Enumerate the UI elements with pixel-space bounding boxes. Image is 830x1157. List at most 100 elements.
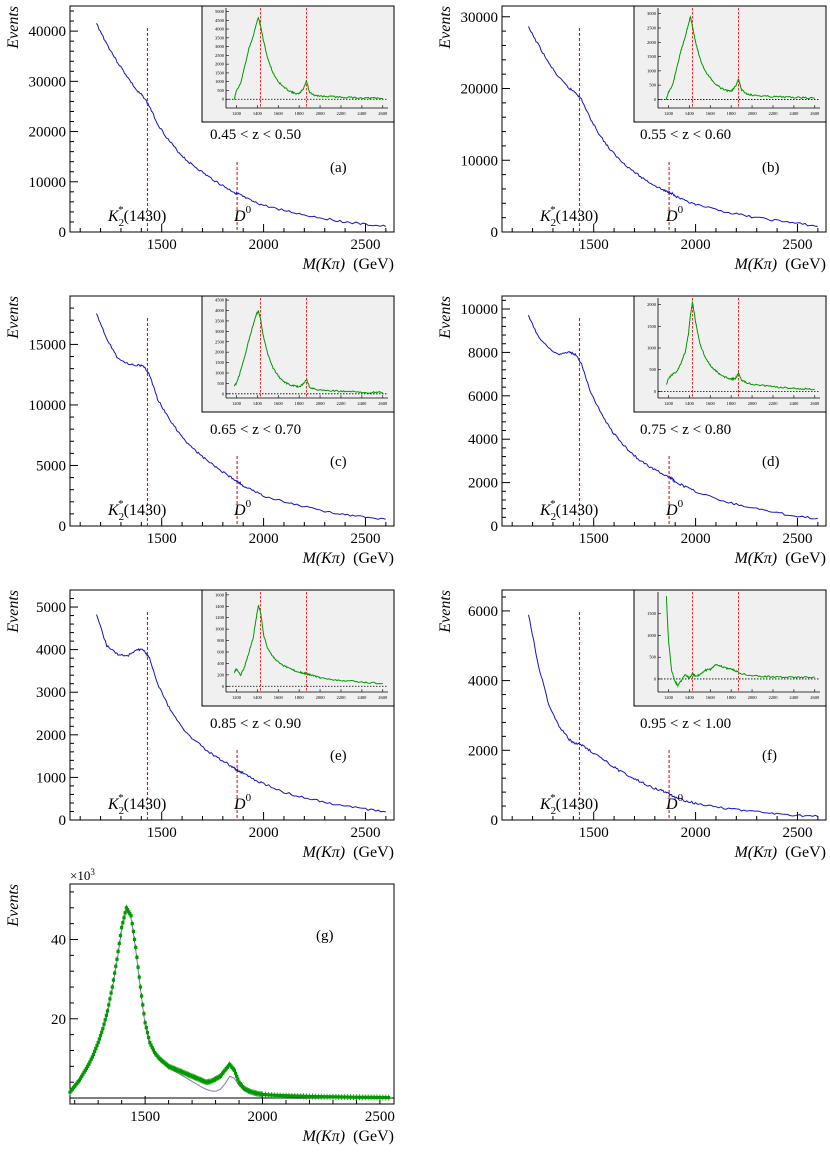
x-axis-unit: (GeV) — [353, 1128, 394, 1145]
series-line — [96, 614, 386, 813]
inset-y-tick-label: 1500 — [647, 324, 657, 329]
inset-x-tick-label: 2200 — [768, 695, 778, 700]
d0-main: D — [233, 208, 246, 225]
inset-x-tick-label: 2600 — [378, 401, 388, 406]
y-tick-label: 30000 — [29, 74, 67, 90]
inset-x-tick-label: 1200 — [664, 111, 674, 116]
z-range-label: 0.85 < z < 0.90 — [210, 716, 301, 732]
k2-tail: (1430) — [124, 502, 167, 519]
y-axis-title: Events — [5, 6, 22, 50]
y-axis-title: Events — [437, 296, 454, 340]
y-tick-label: 0 — [491, 519, 499, 535]
d0-main: D — [233, 796, 246, 813]
inset-x-tick-label: 2000 — [748, 695, 758, 700]
x-axis-unit: (GeV) — [353, 844, 394, 861]
d0-main: D — [665, 208, 678, 225]
inset-y-tick-label: 0 — [222, 97, 225, 102]
inset-y-tick-label: 5000 — [215, 9, 225, 14]
inset-y-tick-label: 4000 — [215, 27, 225, 32]
k2-sub: 2 — [551, 217, 557, 229]
inset-x-tick-label: 1600 — [274, 401, 284, 406]
inset-x-tick-label: 1200 — [232, 111, 242, 116]
inset-x-tick-label: 2600 — [810, 695, 820, 700]
inset-y-tick-label: 0 — [654, 97, 657, 102]
d0-annotation: D0 — [233, 792, 252, 813]
inset-plot: 1200 1400 1600 1800 2000 2200 2400 2600 0 500 1000… — [633, 5, 827, 123]
x-axis-title-var: M(Kπ) — [301, 550, 345, 567]
x-axis-title-var: M(Kπ) — [301, 844, 345, 861]
inset-frame — [633, 295, 827, 413]
x-axis-title-var: M(Kπ) — [733, 256, 777, 273]
y-tick-label: 30000 — [461, 10, 499, 26]
k2-sup: * — [550, 498, 556, 510]
inset-y-tick-label: 500 — [649, 367, 657, 372]
y-multiplier-exp: 3 — [90, 867, 95, 877]
inset-y-tick-label: 0 — [654, 389, 657, 394]
inset-x-tick-label: 1800 — [295, 111, 305, 116]
inset-x-tick-label: 1800 — [727, 695, 737, 700]
inset-frame — [201, 589, 395, 707]
inset-plot: 1200 1400 1600 1800 2000 2200 2400 2600 0 500 1000… — [201, 295, 395, 413]
inset-y-tick-label: 1000 — [215, 627, 225, 632]
inset-y-tick-label: 1000 — [647, 633, 657, 638]
y-tick-label: 10000 — [461, 302, 499, 318]
inset-y-tick-label: 1500 — [215, 360, 225, 365]
x-axis-title: M(Kπ) (GeV) — [733, 550, 826, 567]
k2-annotation: K2*(1430) — [107, 498, 166, 523]
y-tick-label: 0 — [59, 813, 67, 829]
inset-series-line — [233, 309, 383, 394]
plot-frame — [69, 883, 395, 1105]
y-tick-label: 2000 — [468, 476, 498, 492]
y-tick-label: 8000 — [468, 345, 498, 361]
y-axis-title: Events — [437, 590, 454, 634]
y-tick-label: 0 — [59, 519, 67, 535]
fit-line — [69, 908, 392, 1099]
y-tick-label: 3000 — [36, 685, 66, 701]
inset-plot: 1200 1400 1600 1800 2000 2200 2400 2600 0 500 1000… — [633, 295, 827, 413]
x-axis-unit: (GeV) — [785, 550, 826, 567]
d0-sup: 0 — [678, 498, 684, 510]
inset-x-tick-label: 2400 — [357, 695, 367, 700]
inset-frame — [201, 5, 395, 123]
inset-x-tick-label: 2600 — [378, 111, 388, 116]
x-axis-title-var: M(Kπ) — [301, 256, 345, 273]
inset-y-tick-label: 2000 — [215, 350, 225, 355]
inset-x-tick-label: 1200 — [664, 401, 674, 406]
k2-annotation: K2*(1430) — [107, 204, 166, 229]
x-axis-title: M(Kπ) (GeV) — [301, 550, 394, 567]
k2-sup: * — [118, 204, 124, 216]
x-axis-title: M(Kπ) (GeV) — [301, 256, 394, 273]
x-axis-title: M(Kπ) (GeV) — [733, 256, 826, 273]
y-tick-label: 4000 — [468, 674, 498, 690]
inset-y-tick-label: 2000 — [647, 302, 657, 307]
y-multiplier-base: ×10 — [70, 868, 90, 883]
inset-y-tick-label: 1500 — [215, 70, 225, 75]
series-line — [96, 313, 386, 520]
y-tick-label: 10000 — [461, 153, 499, 169]
inset-y-tick-label: 1000 — [215, 371, 225, 376]
x-axis-title-var: M(Kπ) — [301, 1128, 345, 1145]
inset-plot: 1200 1400 1600 1800 2000 2200 2400 2600 0 500 1000… — [201, 5, 395, 123]
d0-annotation: D0 — [665, 498, 684, 519]
inset-y-tick-label: 3500 — [215, 318, 225, 323]
x-tick-label: 2500 — [782, 237, 812, 253]
inset-x-tick-label: 1600 — [274, 695, 284, 700]
inset-x-tick-label: 2200 — [336, 695, 346, 700]
x-tick-label: 2000 — [681, 531, 711, 547]
y-tick-label: 20000 — [29, 125, 67, 141]
inset-y-tick-label: 400 — [217, 661, 225, 666]
inset-x-tick-label: 2000 — [316, 111, 326, 116]
inset-x-tick-label: 2400 — [357, 111, 367, 116]
y-tick-label: 0 — [59, 225, 67, 241]
k2-tail: (1430) — [124, 796, 167, 813]
y-axis-title: Events — [5, 884, 22, 928]
inset-y-tick-label: 4000 — [215, 308, 225, 313]
y-tick-label: 4000 — [468, 432, 498, 448]
inset-x-tick-label: 1800 — [295, 695, 305, 700]
inset-y-tick-label: 1600 — [215, 592, 225, 597]
k2-annotation: K2*(1430) — [539, 204, 598, 229]
